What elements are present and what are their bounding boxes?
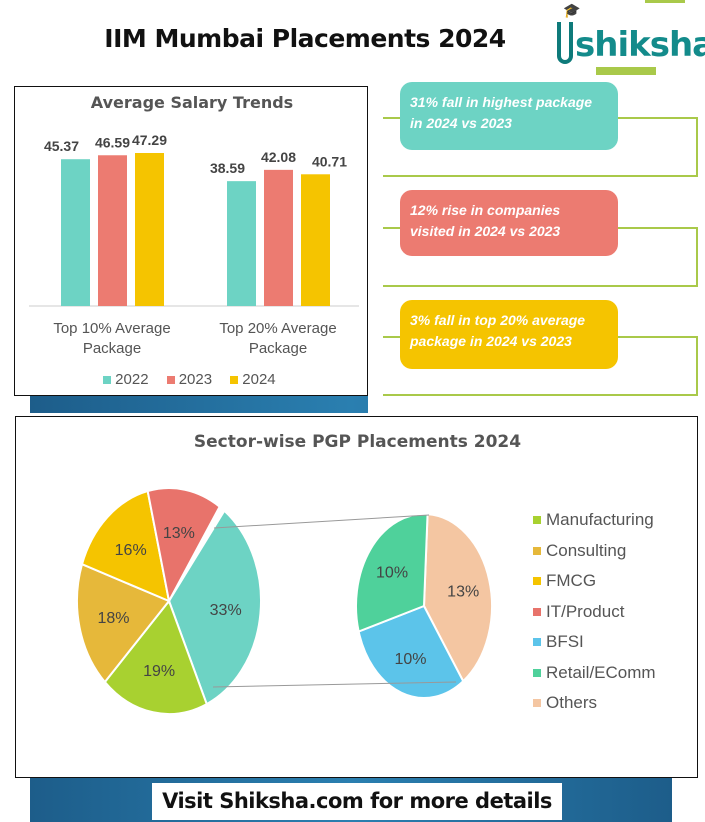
legend-label: FMCG (546, 571, 597, 591)
graduation-cap-icon: 🎓 (563, 2, 581, 18)
bar-2022 (61, 159, 90, 306)
logo-text: shiksha (575, 25, 705, 65)
data-label: 47.29 (132, 132, 167, 148)
legend-label: Consulting (546, 540, 627, 560)
highlight-card: 31% fall in highest package in 2024 vs 2… (400, 82, 618, 150)
shiksha-logo: 🎓 shiksha (555, 0, 705, 75)
bar-2023 (98, 155, 127, 306)
data-label: 46.59 (95, 134, 130, 150)
legend-item: BFSI (533, 627, 656, 658)
legend-label: IT/Product (546, 601, 625, 621)
pie-chart-title: Sector-wise PGP Placements 2024 (193, 432, 522, 452)
legend-swatch (533, 638, 541, 647)
bar-2023 (264, 169, 293, 306)
legend-label: Manufacturing (546, 510, 654, 530)
legend-swatch (533, 699, 541, 708)
legend-label: BFSI (546, 632, 584, 652)
legend-swatch (533, 668, 541, 677)
bar-2024 (301, 174, 330, 306)
data-label: 45.37 (44, 138, 79, 154)
slice-label: 33% (210, 602, 242, 619)
legend-label: Others (546, 693, 598, 713)
data-label: 38.59 (210, 160, 245, 176)
bar-2022 (227, 181, 256, 306)
legend-item: 2022 (103, 371, 149, 388)
bar-chart-panel: Average Salary Trends 45.37 46.59 47.29 38.… (14, 86, 368, 396)
pie-slice-other (167, 509, 262, 706)
bar-chart: 45.37 46.59 47.29 38.59 42.08 40.71 (29, 132, 359, 307)
highlight-card: 3% fall in top 20% average package in 20… (400, 300, 618, 369)
footer-cta[interactable]: Visit Shiksha.com for more details (152, 783, 562, 820)
pie-slice-consulting (76, 562, 171, 684)
legend-item: 2024 (230, 371, 276, 388)
pie-slice-others (422, 513, 493, 683)
legend-item: Manufacturing (533, 505, 656, 536)
pie-slice-it-product (146, 487, 221, 604)
slice-label: 18% (97, 610, 129, 627)
highlight-card: 12% rise in companies visited in 2024 vs… (400, 190, 618, 256)
slice-label: 10% (394, 651, 426, 668)
legend-item: Consulting (533, 536, 656, 567)
pie-of-pie-chart: 33% 19% 18% 16% 13% 13% 10% 10% (76, 487, 493, 715)
pie-slice-retail-ecomm (355, 513, 429, 633)
category-label: Top 20% Average Package (219, 320, 337, 357)
pie-chart-panel: Sector-wise PGP Placements 2024 33% 19% 18… (15, 416, 698, 778)
slice-label: 13% (163, 525, 195, 542)
slice-label: 19% (143, 663, 175, 680)
slice-label: 13% (447, 584, 479, 601)
slice-label: 16% (115, 542, 147, 559)
data-label: 40.71 (312, 153, 347, 169)
legend-swatch (533, 516, 541, 525)
bar-2024 (135, 153, 164, 306)
connector-line (213, 514, 430, 529)
connector-line (212, 681, 457, 688)
legend-item: IT/Product (533, 597, 656, 628)
legend-swatch (533, 607, 541, 616)
pie-slice-manufacturing (103, 598, 208, 715)
slice-label: 10% (376, 565, 408, 582)
legend-swatch (533, 577, 541, 586)
bar-chart-title: Average Salary Trends (90, 93, 294, 112)
legend-label: Retail/EComm (546, 662, 656, 682)
pie-slice-bfsi (357, 604, 465, 699)
pie-slice-fmcg (80, 489, 171, 603)
legend-item: 2023 (166, 371, 212, 388)
legend-swatch (533, 546, 541, 555)
bar-legend: 2022 2023 2024 (103, 371, 276, 388)
page-title: IIM Mumbai Placements 2024 (104, 24, 506, 53)
legend-item: Retail/EComm (533, 658, 656, 689)
data-label: 42.08 (261, 149, 296, 165)
pie-legend: Manufacturing Consulting FMCG IT/Product BFS… (533, 505, 656, 719)
category-label: Top 10% Average Package (53, 320, 171, 357)
legend-item: Others (533, 688, 656, 719)
legend-item: FMCG (533, 566, 656, 597)
